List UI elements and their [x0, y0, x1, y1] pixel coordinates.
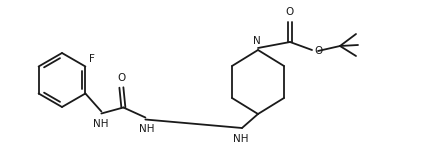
- Text: O: O: [286, 7, 294, 17]
- Text: NH: NH: [139, 123, 154, 133]
- Text: NH: NH: [92, 119, 108, 128]
- Text: O: O: [117, 73, 126, 82]
- Text: N: N: [253, 36, 261, 46]
- Text: F: F: [89, 53, 95, 63]
- Text: NH: NH: [233, 134, 249, 144]
- Text: O: O: [314, 46, 322, 56]
